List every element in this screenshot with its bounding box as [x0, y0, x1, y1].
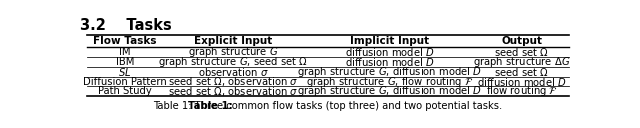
Text: diffusion model $D$: diffusion model $D$ — [344, 56, 434, 68]
Text: diffusion model $D$: diffusion model $D$ — [477, 76, 566, 88]
Text: Table 1: Three common flow tasks (top three) and two potential tasks.: Table 1: Three common flow tasks (top th… — [154, 101, 502, 111]
Text: $SL$: $SL$ — [118, 66, 131, 78]
Text: IBM: IBM — [116, 57, 134, 67]
Text: Path Study: Path Study — [98, 86, 152, 96]
Text: Implicit Input: Implicit Input — [350, 36, 429, 46]
Text: graph structure $G$: graph structure $G$ — [188, 45, 278, 59]
Text: graph structure $\Delta G$: graph structure $\Delta G$ — [473, 55, 570, 69]
Text: observation $\sigma$: observation $\sigma$ — [198, 66, 268, 78]
Text: Output: Output — [501, 36, 542, 46]
Text: seed set $\Omega$, observation $\sigma$: seed set $\Omega$, observation $\sigma$ — [168, 75, 298, 88]
Text: seed set $\Omega$, observation $\sigma$: seed set $\Omega$, observation $\sigma$ — [168, 85, 298, 98]
Text: graph structure $G$, seed set $\Omega$: graph structure $G$, seed set $\Omega$ — [158, 55, 308, 69]
Text: Table 1:: Table 1: — [188, 101, 233, 111]
Text: diffusion model $D$: diffusion model $D$ — [344, 46, 434, 58]
Text: IM: IM — [119, 47, 131, 57]
Text: seed set $\Omega$: seed set $\Omega$ — [494, 66, 549, 78]
Text: Diffusion Pattern: Diffusion Pattern — [83, 77, 166, 87]
Text: graph structure $G$, flow routing $\mathcal{F}$: graph structure $G$, flow routing $\math… — [306, 74, 473, 89]
Text: seed set $\Omega$: seed set $\Omega$ — [494, 46, 549, 58]
Text: Flow Tasks: Flow Tasks — [93, 36, 156, 46]
Text: graph structure $G$, diffusion model $D$: graph structure $G$, diffusion model $D$ — [297, 65, 482, 79]
Text: flow routing $\mathcal{F}$: flow routing $\mathcal{F}$ — [486, 84, 557, 98]
Text: Explicit Input: Explicit Input — [194, 36, 272, 46]
Text: graph structure $G$, diffusion model $D$: graph structure $G$, diffusion model $D$ — [297, 84, 482, 98]
Text: 3.2    Tasks: 3.2 Tasks — [80, 18, 172, 33]
